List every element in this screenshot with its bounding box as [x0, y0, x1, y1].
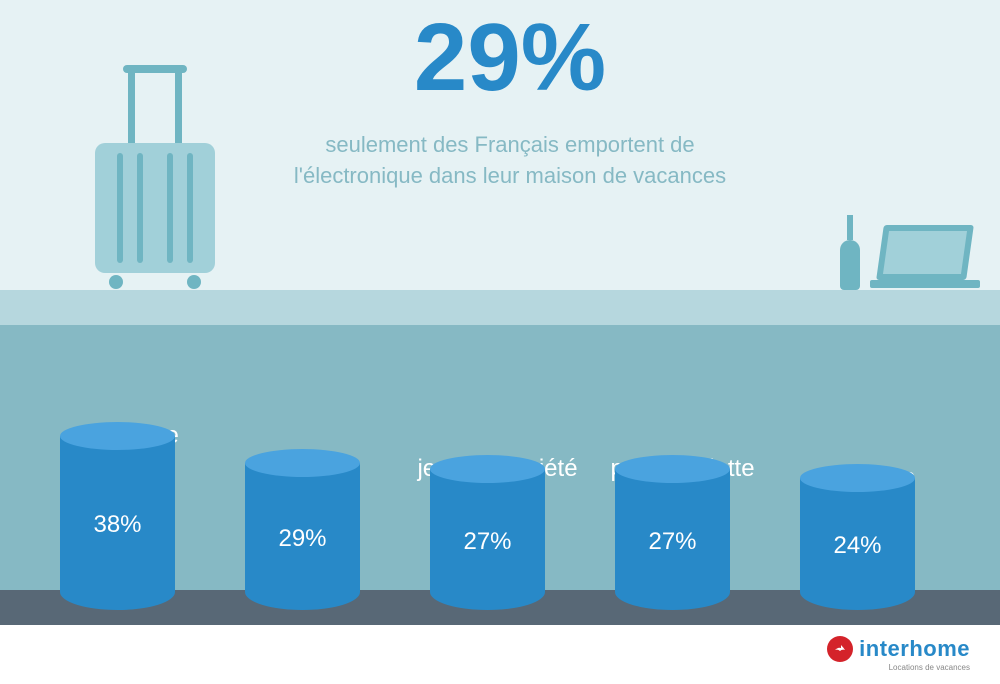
brand-logo-mark	[827, 636, 853, 662]
bar-group: boissons24%	[800, 464, 915, 610]
bar-top	[60, 422, 175, 450]
bar-top	[800, 464, 915, 492]
bar-group: papier toilette27%	[615, 455, 730, 610]
laptop-icon	[870, 225, 980, 290]
counter-top-edge	[0, 290, 1000, 325]
bar-value: 24%	[800, 532, 915, 560]
bottle-icon	[840, 215, 860, 290]
bar-top	[430, 455, 545, 483]
bar-value: 38%	[60, 511, 175, 539]
cylinder-chart: nourriture38% livres29% jeux de société27%…	[60, 330, 940, 620]
headline-value: 29%	[300, 10, 720, 106]
infographic-canvas: 29% seulement des Français emportent de …	[0, 0, 1000, 684]
bar-top	[615, 455, 730, 483]
brand-logo: interhome	[827, 636, 970, 662]
suitcase-icon	[95, 65, 215, 290]
bar-value: 27%	[430, 528, 545, 556]
bar-group: livres29%	[245, 449, 360, 610]
bar-group: nourriture38%	[60, 422, 175, 610]
bar-value: 27%	[615, 528, 730, 556]
bar-value: 29%	[245, 525, 360, 553]
brand-logo-text: interhome	[859, 636, 970, 662]
bar-group: jeux de société27%	[430, 455, 545, 610]
headline-subtitle: seulement des Français emportent de l'él…	[280, 130, 740, 192]
bar-top	[245, 449, 360, 477]
brand-tagline: Locations de vacances	[889, 663, 970, 672]
